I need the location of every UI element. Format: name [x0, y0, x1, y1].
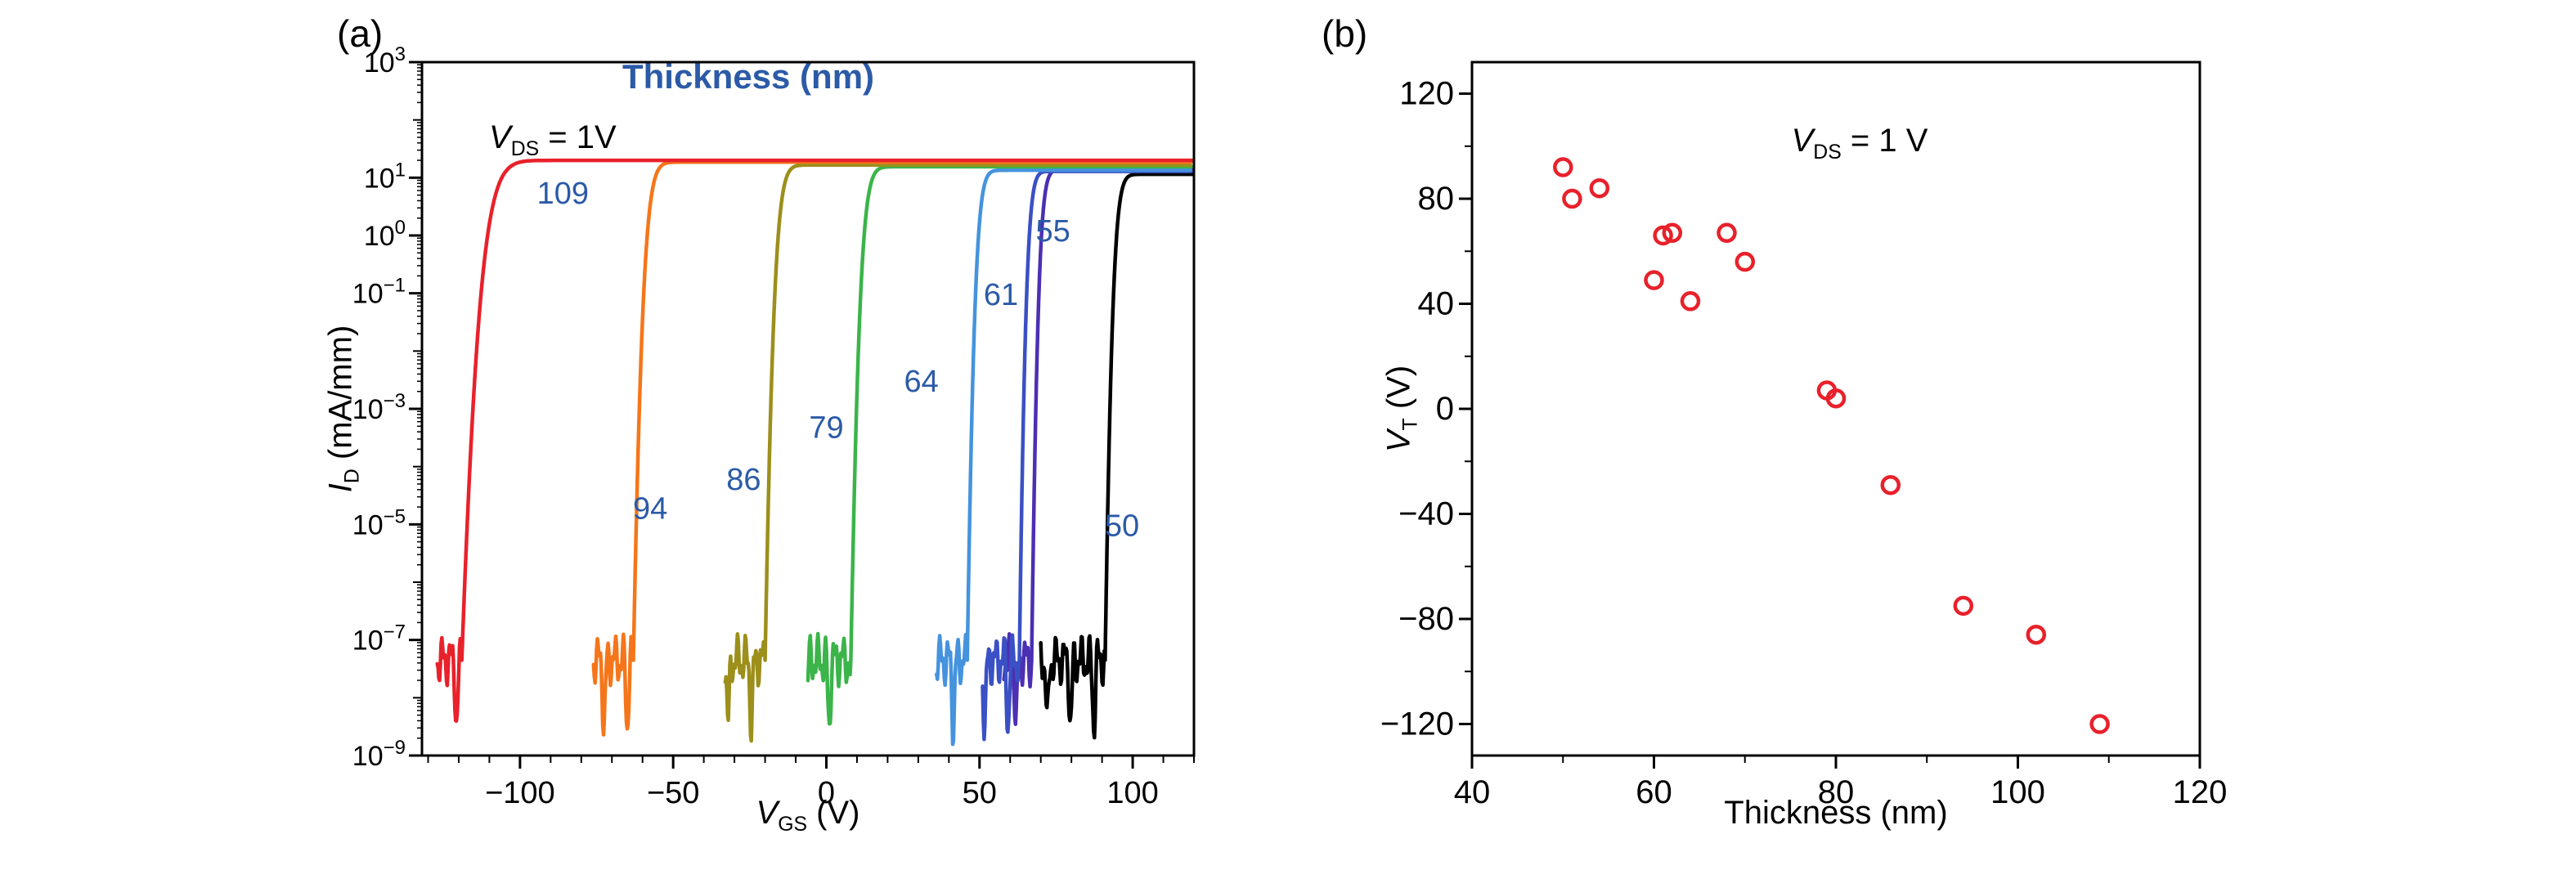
transfer-curve-79 — [806, 164, 1194, 726]
panel-a-y-tick-label: 101 — [364, 159, 406, 194]
thickness-legend-title: Thickness (nm) — [622, 57, 875, 96]
transfer-curves — [435, 158, 1194, 747]
scatter-point — [1953, 595, 1974, 617]
panel-b-x-tick-label: 120 — [2173, 774, 2228, 810]
curve-label-50: 50 — [1105, 509, 1139, 543]
vgs-subscript: GS — [778, 814, 808, 836]
panel-b-x-tick-label: 80 — [1818, 774, 1855, 810]
panel-b-y-axis-label: VT (V) — [1381, 365, 1423, 452]
scatter-point — [1662, 222, 1683, 244]
panel-a-y-tick-label: 10−5 — [352, 505, 406, 540]
panel-a-x-tick-label: −100 — [485, 776, 555, 810]
panel-b-x-axis-label: Thickness (nm) — [1724, 795, 1948, 831]
panel-a-axes: −100 −50 0 50 100 103 101 100 10−1 10−3 10−5 10−7 10… — [352, 43, 1195, 810]
curve-label-86: 86 — [726, 463, 761, 497]
curve-thickness-labels: 109 94 86 79 64 61 55 50 — [537, 177, 1139, 543]
panel-a-y-axis-label: ID (mA/mm) — [323, 325, 365, 493]
panel-b-y-tick-label: 120 — [1399, 76, 1454, 112]
panel-a-y-tick-label: 10−3 — [352, 390, 406, 425]
panel-a-x-tick-label: 0 — [818, 776, 835, 810]
scatter-point — [1717, 222, 1737, 244]
id-units: (mA/mm) — [322, 325, 359, 469]
scatter-point — [2026, 624, 2047, 645]
panel-a-label: (a) — [337, 12, 384, 55]
panel-a-y-tick-label: 10−7 — [352, 621, 406, 657]
vt-scatter-points — [1553, 157, 2110, 734]
panel-a-x-tick-label: 100 — [1106, 776, 1158, 810]
id-subscript: D — [341, 469, 364, 484]
panel-b-x-tick-label: 100 — [1990, 774, 2045, 810]
panel-b-frame — [1470, 61, 2201, 757]
transfer-curve-50 — [1039, 172, 1194, 740]
panel-b-y-tick-label: −80 — [1398, 601, 1454, 637]
scatter-point — [2089, 714, 2110, 734]
id-symbol: I — [322, 483, 359, 493]
panel-b-y-tick-label: 40 — [1418, 286, 1455, 322]
transfer-curve-109 — [435, 158, 1194, 724]
panel-a-y-tick-label: 100 — [364, 217, 406, 252]
vgs-units: (V) — [807, 795, 860, 831]
panel-a-frame — [420, 61, 1196, 757]
scatter-point — [1644, 270, 1664, 290]
scatter-point — [1653, 225, 1673, 246]
curve-label-79: 79 — [809, 410, 843, 445]
panel-b-y-tick-label: 0 — [1436, 391, 1454, 427]
scatter-point — [1880, 474, 1901, 496]
panel-b-y-tick-label: −120 — [1380, 706, 1454, 742]
panel-b-x-tick-label: 60 — [1636, 774, 1672, 810]
transfer-curve-94 — [591, 160, 1193, 737]
scatter-point — [1735, 251, 1756, 272]
vds-subscript-b: DS — [1813, 141, 1842, 164]
vds-value-a: = 1V — [539, 119, 617, 155]
transfer-curve-64 — [935, 168, 1192, 747]
panel-a-x-tick-label: −50 — [647, 776, 699, 810]
panel-a-y-tick-label: 10−9 — [352, 737, 406, 772]
vds-annotation-a: VDS = 1V — [489, 119, 617, 161]
panel-a-y-tick-label: 10−1 — [352, 275, 406, 310]
curve-label-64: 64 — [904, 365, 938, 399]
panel-a-x-tick-label: 50 — [963, 776, 997, 810]
scatter-point — [1589, 177, 1610, 199]
panel-b-y-tick-label: 80 — [1418, 181, 1455, 217]
vt-subscript: T — [1399, 418, 1422, 431]
scatter-point — [1553, 157, 1573, 177]
curve-label-61: 61 — [984, 278, 1018, 312]
scatter-point — [1562, 188, 1582, 209]
panel-a-y-tick-label: 103 — [364, 43, 406, 78]
vds-subscript-a: DS — [510, 138, 540, 160]
curve-label-94: 94 — [633, 491, 667, 526]
panel-b-y-tick-label: −40 — [1398, 496, 1454, 531]
curve-label-55: 55 — [1036, 214, 1070, 249]
scatter-point — [1680, 291, 1701, 312]
vgs-symbol: V — [756, 795, 779, 831]
panel-a-x-axis-label: VGS (V) — [756, 795, 860, 836]
curve-label-109: 109 — [537, 177, 589, 211]
vds-symbol-a: V — [489, 119, 511, 155]
transfer-curve-86 — [723, 163, 1192, 743]
vds-annotation-b: VDS = 1 V — [1792, 123, 1928, 164]
panel-b-x-tick-label: 40 — [1454, 774, 1491, 810]
vt-symbol: V — [1380, 430, 1417, 453]
vds-symbol-b: V — [1791, 123, 1814, 159]
vt-units: (V) — [1380, 365, 1417, 419]
vds-value-b: = 1 V — [1841, 123, 1928, 159]
panel-b-label: (b) — [1322, 12, 1368, 55]
panel-b-axes: 40 60 80 100 120 120 80 40 0 −40 −80 −120 — [1380, 76, 2227, 810]
scatter-point — [1825, 388, 1847, 409]
